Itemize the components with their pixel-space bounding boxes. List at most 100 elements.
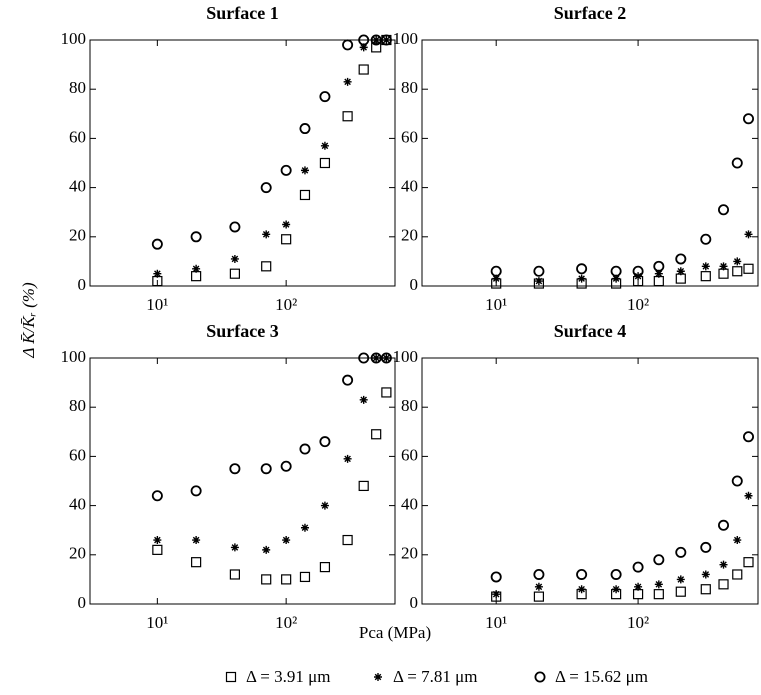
marker-square xyxy=(358,480,369,492)
marker-square xyxy=(732,569,743,580)
marker-circle xyxy=(731,475,743,487)
marker-square xyxy=(229,569,240,580)
legend-label: Δ = 15.62 μm xyxy=(555,667,648,686)
marker-square xyxy=(191,271,202,282)
marker-circle xyxy=(370,34,382,46)
marker-square xyxy=(281,234,292,245)
marker-circle xyxy=(718,519,730,531)
marker-square xyxy=(700,584,711,595)
marker-circle xyxy=(490,571,502,583)
marker-circle xyxy=(576,263,588,275)
marker-square xyxy=(281,574,292,585)
y-tick-label: 0 xyxy=(78,593,87,612)
marker-star xyxy=(719,262,728,271)
x-tick-label: 10¹ xyxy=(146,613,168,632)
marker-star xyxy=(534,582,543,591)
x-tick-label: 10² xyxy=(275,295,297,314)
marker-circle xyxy=(319,91,331,103)
marker-star xyxy=(374,673,382,681)
x-tick-label: 10² xyxy=(275,613,297,632)
marker-circle xyxy=(653,554,665,566)
marker-star xyxy=(300,523,309,532)
y-tick-label: 80 xyxy=(401,396,418,415)
marker-star xyxy=(343,77,352,86)
subplot-title: Surface 1 xyxy=(206,3,278,23)
marker-star xyxy=(282,536,291,545)
marker-circle xyxy=(632,561,644,573)
marker-circle xyxy=(342,39,354,51)
subplot-title: Surface 2 xyxy=(554,3,626,23)
marker-circle xyxy=(534,671,546,683)
marker-square xyxy=(743,557,754,568)
marker-star xyxy=(654,269,663,278)
marker-star xyxy=(733,536,742,545)
marker-circle xyxy=(743,113,755,125)
marker-star xyxy=(701,570,710,579)
marker-square xyxy=(743,263,754,274)
legend-label: Δ = 3.91 μm xyxy=(246,667,330,686)
marker-circle xyxy=(576,568,588,580)
marker-circle xyxy=(718,204,730,216)
marker-star xyxy=(230,543,239,552)
y-tick-label: 40 xyxy=(69,495,86,514)
y-tick-label: 40 xyxy=(401,495,418,514)
marker-square xyxy=(261,574,272,585)
marker-square xyxy=(299,571,311,583)
marker-circle xyxy=(260,182,272,194)
marker-circle xyxy=(151,490,163,502)
marker-square xyxy=(718,579,729,590)
marker-square xyxy=(299,189,311,201)
marker-star xyxy=(153,536,162,545)
marker-circle xyxy=(743,431,755,443)
y-tick-label: 100 xyxy=(393,347,419,366)
marker-star xyxy=(382,36,391,44)
x-tick-label: 10¹ xyxy=(485,613,507,632)
marker-star xyxy=(192,536,201,545)
y-tick-label: 0 xyxy=(78,275,87,294)
marker-star xyxy=(634,582,643,591)
marker-square xyxy=(319,157,331,169)
marker-star xyxy=(372,354,381,362)
marker-circle xyxy=(190,231,202,243)
y-tick-label: 20 xyxy=(69,544,86,563)
y-tick-label: 20 xyxy=(69,226,86,245)
marker-square xyxy=(371,429,382,440)
y-tick-label: 40 xyxy=(401,177,418,196)
marker-square xyxy=(342,534,353,546)
marker-square xyxy=(675,586,686,597)
marker-square xyxy=(358,64,369,75)
marker-circle xyxy=(700,233,712,245)
marker-square xyxy=(191,557,202,568)
y-tick-label: 80 xyxy=(401,78,418,97)
marker-star xyxy=(382,354,391,362)
y-tick-label: 20 xyxy=(401,226,418,245)
marker-star xyxy=(230,254,239,263)
marker-star xyxy=(577,585,586,594)
y-tick-label: 60 xyxy=(69,445,86,464)
marker-star xyxy=(612,585,621,594)
marker-circle xyxy=(610,568,622,580)
marker-star xyxy=(654,580,663,589)
marker-square xyxy=(732,266,743,277)
marker-square xyxy=(700,271,711,282)
y-tick-label: 0 xyxy=(410,275,419,294)
marker-circle xyxy=(675,253,687,265)
x-tick-label: 10² xyxy=(627,613,649,632)
y-tick-label: 0 xyxy=(410,593,419,612)
marker-square xyxy=(342,111,353,122)
marker-star xyxy=(534,277,543,286)
marker-square xyxy=(152,544,163,555)
marker-circle xyxy=(700,541,712,553)
marker-star xyxy=(492,274,501,283)
marker-circle xyxy=(533,265,545,277)
marker-star xyxy=(701,262,710,271)
marker-square xyxy=(533,591,545,602)
y-tick-label: 60 xyxy=(401,127,418,146)
marker-star xyxy=(153,269,162,278)
marker-circle xyxy=(319,436,331,448)
subplot-title: Surface 3 xyxy=(206,321,278,341)
marker-circle xyxy=(260,463,272,475)
marker-star xyxy=(320,141,329,150)
y-tick-label: 20 xyxy=(401,544,418,563)
